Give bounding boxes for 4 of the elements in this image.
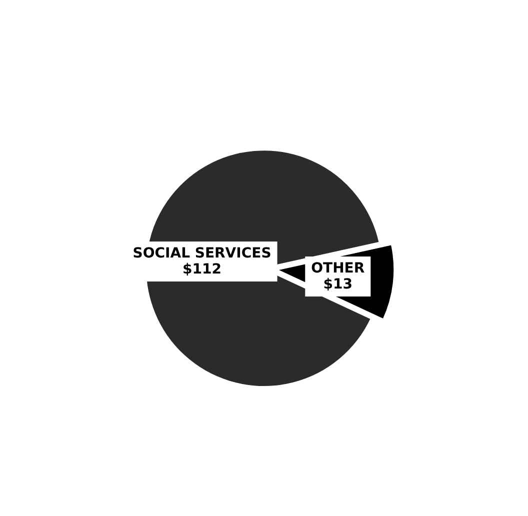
slice-label: SOCIAL SERVICES xyxy=(132,246,272,262)
data-label: $13 xyxy=(323,276,353,292)
data-label: $112 xyxy=(182,262,222,278)
slice-label: OTHER xyxy=(311,260,365,276)
